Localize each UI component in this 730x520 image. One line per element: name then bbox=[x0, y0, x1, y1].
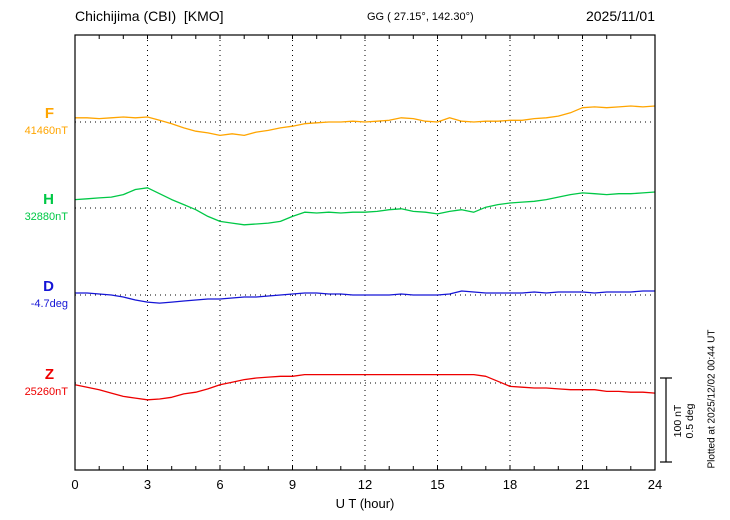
series-letter-Z: Z bbox=[44, 366, 54, 383]
scale-deg-label: 0.5 deg bbox=[684, 403, 696, 439]
x-tick-label-18: 18 bbox=[503, 477, 517, 492]
series-baseline-value-D: -4.7deg bbox=[30, 298, 68, 310]
x-tick-label-15: 15 bbox=[430, 477, 444, 492]
x-tick-label-6: 6 bbox=[216, 477, 223, 492]
plot-border bbox=[74, 34, 656, 471]
trace-H bbox=[74, 187, 656, 226]
series-letter-F: F bbox=[44, 105, 54, 122]
x-tick-label-9: 9 bbox=[289, 477, 296, 492]
trace-D bbox=[75, 290, 655, 304]
x-tick-label-12: 12 bbox=[358, 477, 372, 492]
scale-nt-label: 100 nT bbox=[672, 404, 684, 438]
x-tick-label-0: 0 bbox=[71, 477, 78, 492]
series-baseline-value-F: 41460nT bbox=[24, 125, 68, 137]
station-title: Chichijima (CBI) [KMO] bbox=[75, 8, 224, 24]
trace-F bbox=[75, 105, 656, 137]
scale-bar-labels: 100 nT 0.5 deg bbox=[672, 403, 696, 438]
series-baseline-value-H: 32880nT bbox=[24, 211, 68, 223]
x-tick-label-24: 24 bbox=[648, 477, 662, 492]
series-letter-D: D bbox=[43, 278, 54, 295]
x-tick-label-3: 3 bbox=[144, 477, 151, 492]
geographic-coords: GG ( 27.15°, 142.30°) bbox=[367, 11, 474, 23]
trace-Z bbox=[74, 373, 656, 401]
x-tick-label-21: 21 bbox=[575, 477, 589, 492]
plot-date: 2025/11/01 bbox=[585, 8, 655, 24]
series-letter-H: H bbox=[43, 191, 54, 208]
plotted-at-note: Plotted at 2025/12/02 00:44 UT bbox=[706, 329, 718, 469]
series-baseline-value-Z: 25260nT bbox=[24, 386, 68, 398]
x-axis-label: U T (hour) bbox=[335, 496, 395, 511]
